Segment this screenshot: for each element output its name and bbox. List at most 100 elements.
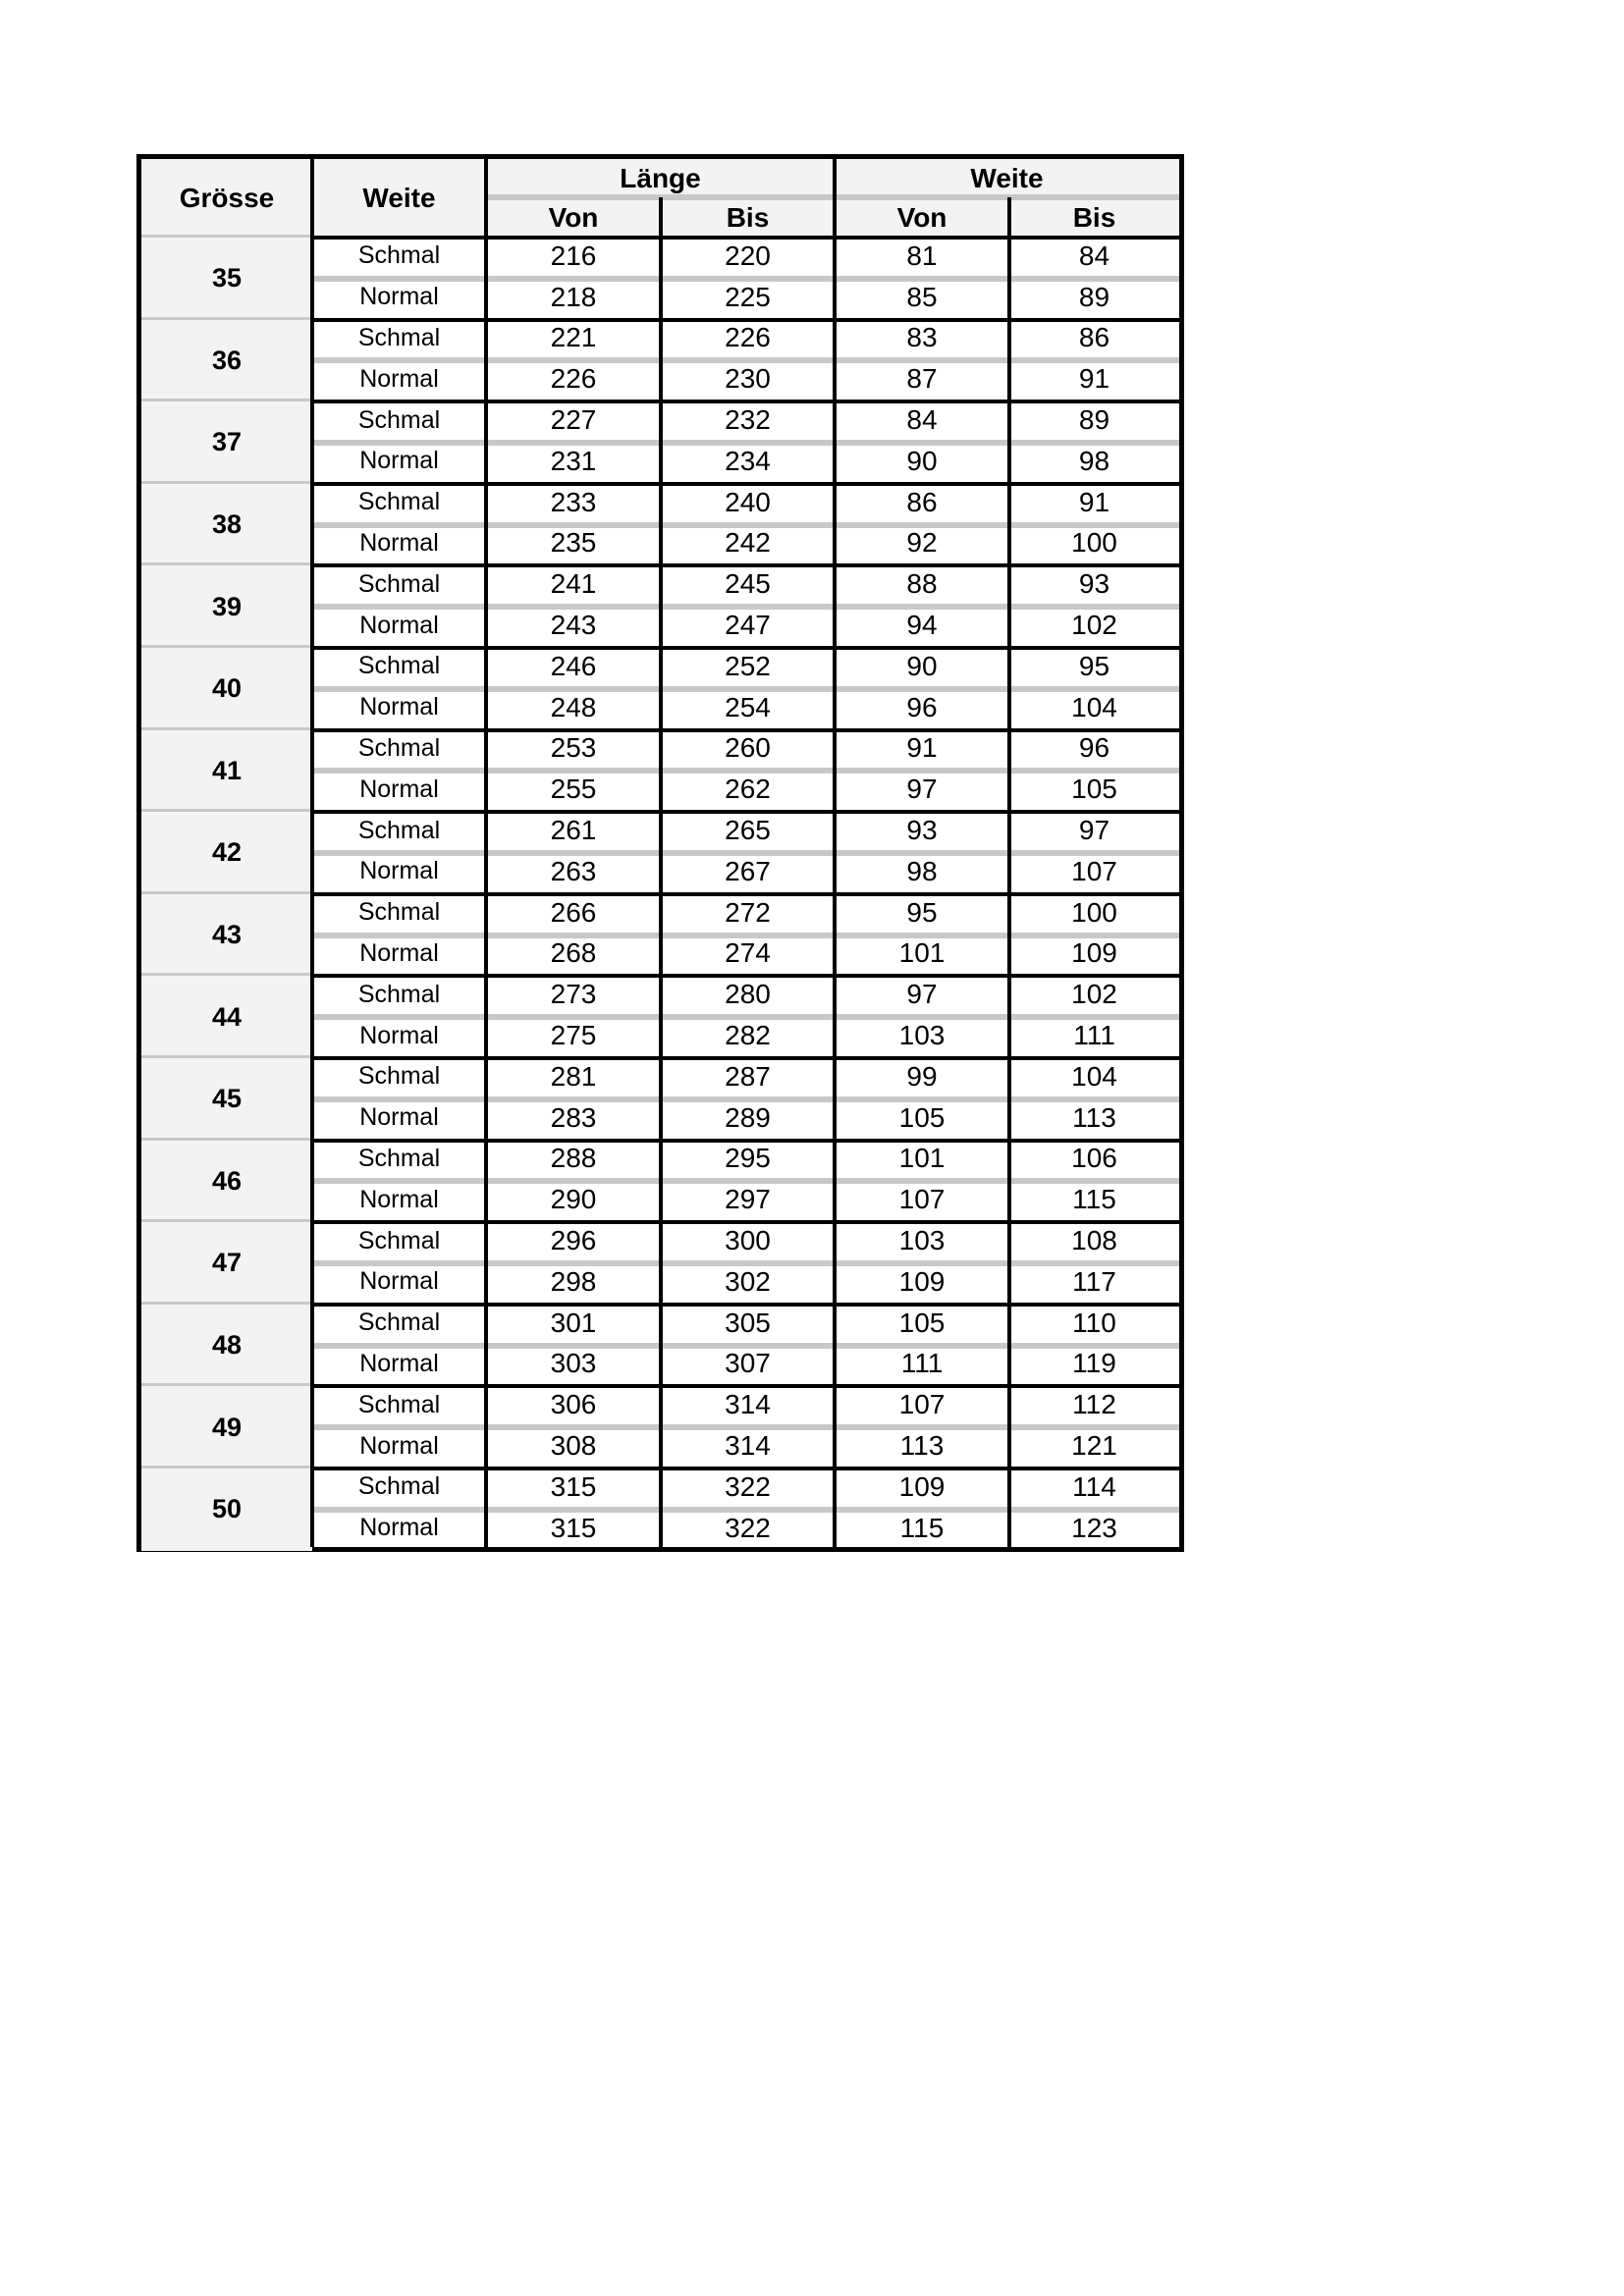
weite-von-cell: 95: [906, 896, 938, 928]
size-cell: 44: [141, 976, 312, 1058]
size-divider: [312, 1302, 1179, 1307]
laenge-bis-cell: 267: [725, 855, 771, 886]
row-divider: [312, 768, 1179, 774]
row-divider: [312, 1342, 1179, 1349]
weite-bis-cell: 95: [1078, 650, 1110, 681]
weite-bis-cell: 102: [1071, 979, 1117, 1010]
laenge-von-cell: 241: [550, 568, 597, 600]
weite-bis-cell: 91: [1078, 486, 1110, 517]
weite-bis-cell: 119: [1072, 1348, 1116, 1379]
laenge-von-cell: 266: [550, 896, 597, 928]
laenge-bis-cell: 254: [725, 691, 771, 722]
weite-von-cell: 92: [906, 527, 938, 559]
laenge-bis-cell: 322: [725, 1512, 771, 1543]
laenge-von-cell: 288: [550, 1143, 597, 1174]
laenge-von-cell: 315: [550, 1512, 597, 1543]
laenge-bis-cell: 220: [725, 240, 771, 271]
column-border: [659, 197, 663, 1547]
weite-cell: Schmal: [357, 816, 441, 844]
header-laenge: Länge: [486, 159, 835, 197]
laenge-bis-cell: 282: [725, 1020, 771, 1051]
header-bis: Bis: [1009, 197, 1179, 238]
weite-bis-cell: 100: [1071, 527, 1117, 559]
laenge-bis-cell: 287: [725, 1060, 771, 1092]
laenge-bis-cell: 247: [725, 610, 771, 641]
weite-bis-cell: 115: [1072, 1184, 1116, 1215]
weite-bis-cell: 112: [1072, 1389, 1116, 1420]
weite-cell: Normal: [359, 528, 439, 557]
laenge-von-cell: 231: [550, 445, 597, 476]
laenge-bis-cell: 226: [725, 322, 771, 353]
weite-von-cell: 91: [906, 732, 938, 764]
weite-von-cell: 87: [906, 363, 938, 395]
weite-bis-cell: 114: [1072, 1470, 1116, 1502]
weite-von-cell: 96: [906, 691, 938, 722]
weite-cell: Normal: [359, 1267, 439, 1296]
weite-cell: Normal: [359, 774, 439, 803]
weite-cell: Normal: [359, 938, 439, 967]
laenge-bis-cell: 245: [725, 568, 771, 600]
size-divider: [312, 974, 1179, 979]
laenge-bis-cell: 314: [725, 1430, 771, 1462]
laenge-bis-cell: 300: [725, 1225, 771, 1256]
laenge-von-cell: 315: [550, 1470, 597, 1502]
weite-bis-cell: 123: [1071, 1512, 1117, 1543]
weite-cell: Schmal: [357, 1308, 441, 1337]
laenge-von-cell: 246: [550, 650, 597, 681]
weite-cell: Schmal: [357, 652, 441, 680]
weite-cell: Schmal: [357, 1390, 441, 1418]
weite-bis-cell: 102: [1071, 610, 1117, 641]
laenge-von-cell: 308: [550, 1430, 597, 1462]
laenge-bis-cell: 232: [725, 404, 771, 436]
laenge-von-cell: 298: [550, 1265, 597, 1297]
weite-bis-cell: 93: [1078, 568, 1110, 600]
weite-von-cell: 101: [898, 937, 946, 969]
weite-von-cell: 103: [898, 1020, 946, 1051]
weite-von-cell: 90: [906, 445, 938, 476]
weite-von-cell: 103: [898, 1225, 946, 1256]
size-cell: 38: [141, 483, 312, 566]
laenge-von-cell: 243: [550, 610, 597, 641]
size-cell: 37: [141, 401, 312, 484]
laenge-bis-cell: 252: [725, 650, 771, 681]
size-cell: 45: [141, 1058, 312, 1141]
row-divider: [312, 932, 1179, 938]
laenge-bis-cell: 289: [725, 1101, 771, 1133]
weite-bis-cell: 89: [1078, 281, 1110, 312]
weite-bis-cell: 111: [1073, 1020, 1115, 1051]
weite-von-cell: 81: [906, 240, 938, 271]
weite-bis-cell: 121: [1071, 1430, 1117, 1462]
weite-cell: Schmal: [357, 405, 441, 434]
laenge-von-cell: 253: [550, 732, 597, 764]
weite-von-cell: 97: [906, 774, 938, 805]
column-border: [484, 159, 488, 1547]
size-cell: 50: [141, 1468, 312, 1551]
weite-von-cell: 105: [898, 1101, 946, 1133]
weite-cell: Normal: [359, 857, 439, 885]
header-bottom-border: [312, 236, 1179, 240]
weite-cell: Schmal: [357, 323, 441, 351]
weite-cell: Normal: [359, 611, 439, 639]
weite-cell: Normal: [359, 1021, 439, 1049]
laenge-bis-cell: 240: [725, 486, 771, 517]
laenge-bis-cell: 242: [725, 527, 771, 559]
weite-cell: Schmal: [357, 898, 441, 927]
laenge-von-cell: 248: [550, 691, 597, 722]
weite-cell: Schmal: [357, 980, 441, 1008]
weite-von-cell: 105: [898, 1307, 946, 1338]
size-divider: [312, 1138, 1179, 1143]
size-cell: 42: [141, 812, 312, 894]
weite-bis-cell: 89: [1078, 404, 1110, 436]
weite-bis-cell: 110: [1072, 1307, 1116, 1338]
laenge-von-cell: 226: [550, 363, 597, 395]
weite-von-cell: 88: [906, 568, 938, 600]
weite-cell: Schmal: [357, 569, 441, 598]
weite-von-cell: 86: [906, 486, 938, 517]
laenge-bis-cell: 307: [725, 1348, 771, 1379]
weite-bis-cell: 86: [1078, 322, 1110, 353]
laenge-von-cell: 268: [550, 937, 597, 969]
laenge-von-cell: 235: [550, 527, 597, 559]
header-bis: Bis: [661, 197, 835, 238]
laenge-von-cell: 290: [550, 1184, 597, 1215]
header-groesse: Grösse: [141, 159, 312, 238]
